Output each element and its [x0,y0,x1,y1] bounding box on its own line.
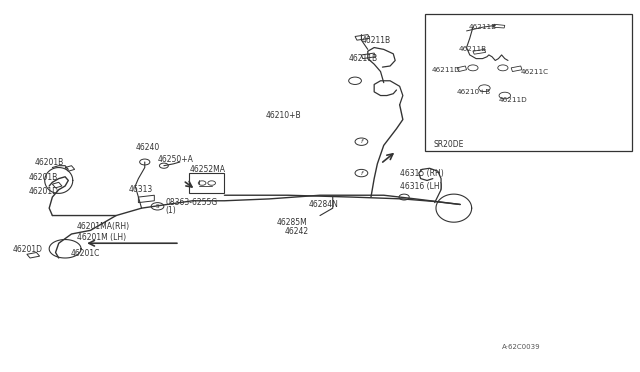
Text: 46211B: 46211B [459,46,487,52]
Text: f: f [360,139,362,144]
Text: 46211B: 46211B [362,36,390,45]
Text: 46315 (RH): 46315 (RH) [399,169,444,177]
Text: 46201C: 46201C [70,250,100,259]
Text: 46210+B: 46210+B [266,111,301,121]
Text: 46211D: 46211D [499,97,527,103]
Text: 46316 (LH): 46316 (LH) [399,182,442,191]
Text: f: f [360,171,362,176]
Text: 46313: 46313 [129,185,153,194]
Text: 46211D: 46211D [431,67,460,73]
Text: 08363-6255G: 08363-6255G [166,198,218,207]
Text: 46211B: 46211B [468,24,497,30]
Text: A·62C0039: A·62C0039 [502,344,540,350]
Text: 46201B: 46201B [28,173,58,182]
Text: 46201M (LH): 46201M (LH) [77,233,125,242]
Text: 46211C: 46211C [521,68,549,74]
Text: 46210+B: 46210+B [457,89,492,95]
Text: 46252MA: 46252MA [189,165,225,174]
Text: SR20DE: SR20DE [433,140,464,149]
Text: 46201D: 46201D [12,245,42,254]
Text: S: S [156,204,159,209]
Text: 46242: 46242 [285,227,309,236]
Text: 46240: 46240 [135,143,159,152]
Text: 46201B: 46201B [35,157,64,167]
Text: (1): (1) [165,206,175,215]
Text: 46284N: 46284N [308,200,339,209]
Text: 46211B: 46211B [349,54,378,63]
Text: 46285M: 46285M [276,218,307,227]
Text: 46201D: 46201D [28,187,58,196]
Text: 46250+A: 46250+A [157,155,193,164]
Bar [425,14,632,151]
Text: 46201MA(RH): 46201MA(RH) [77,222,130,231]
